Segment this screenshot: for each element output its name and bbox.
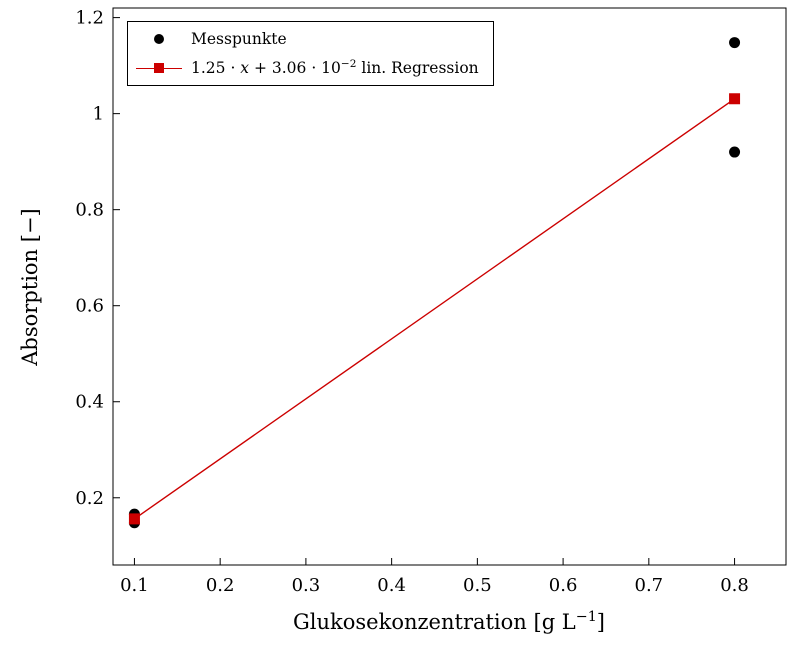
y-axis-label: Absorption [−] — [18, 208, 42, 366]
y-tick-label: 0.8 — [75, 200, 104, 221]
regression-label-sup: −2 — [340, 57, 357, 70]
legend-label-regression: 1.25 · x + 3.06 · 10−2 lin. Regression — [191, 59, 479, 77]
y-tick-label: 0.6 — [75, 296, 104, 317]
regression-label-post: lin. Regression — [356, 59, 479, 77]
x-tick-label: 0.1 — [120, 575, 149, 596]
y-tick-label: 0.2 — [75, 488, 104, 509]
x-tick-label: 0.6 — [549, 575, 578, 596]
legend-dot — [154, 34, 164, 44]
x-tick-label: 0.4 — [377, 575, 406, 596]
legend-label-messpunkte: Messpunkte — [191, 30, 287, 48]
x-tick-label: 0.5 — [463, 575, 492, 596]
x-tick-label: 0.2 — [206, 575, 235, 596]
x-axis-label: Glukosekonzentration [g L−1] — [293, 610, 605, 634]
axis-box — [112, 7, 787, 566]
regression-label-var: x — [240, 59, 250, 77]
data-point — [729, 37, 741, 49]
data-point — [729, 146, 741, 158]
legend: Messpunkte 1.25 · x + 3.06 · 10−2 lin. R… — [127, 21, 494, 86]
regression-label-mid: + 3.06 · 10 — [249, 59, 341, 77]
x-axis-label-sup: −1 — [575, 609, 597, 625]
x-tick-label: 0.7 — [635, 575, 664, 596]
y-tick-label: 1.2 — [75, 8, 104, 29]
x-tick-label: 0.3 — [292, 575, 321, 596]
legend-square — [154, 63, 164, 73]
regression-point — [128, 513, 140, 525]
regression-line — [133, 98, 736, 520]
legend-item-regression: 1.25 · x + 3.06 · 10−2 lin. Regression — [136, 59, 479, 77]
y-tick-label: 0.4 — [75, 392, 104, 413]
line-square-marker-icon — [136, 61, 182, 75]
x-tick-label: 0.8 — [720, 575, 749, 596]
x-axis-label-text: Glukosekonzentration [g L — [293, 610, 576, 634]
regression-point — [729, 93, 741, 105]
y-tick-label: 1 — [93, 104, 104, 125]
legend-item-messpunkte: Messpunkte — [136, 30, 479, 48]
dot-marker-icon — [136, 32, 182, 46]
regression-label-pre: 1.25 · — [191, 59, 241, 77]
x-axis-label-close: ] — [596, 610, 605, 634]
